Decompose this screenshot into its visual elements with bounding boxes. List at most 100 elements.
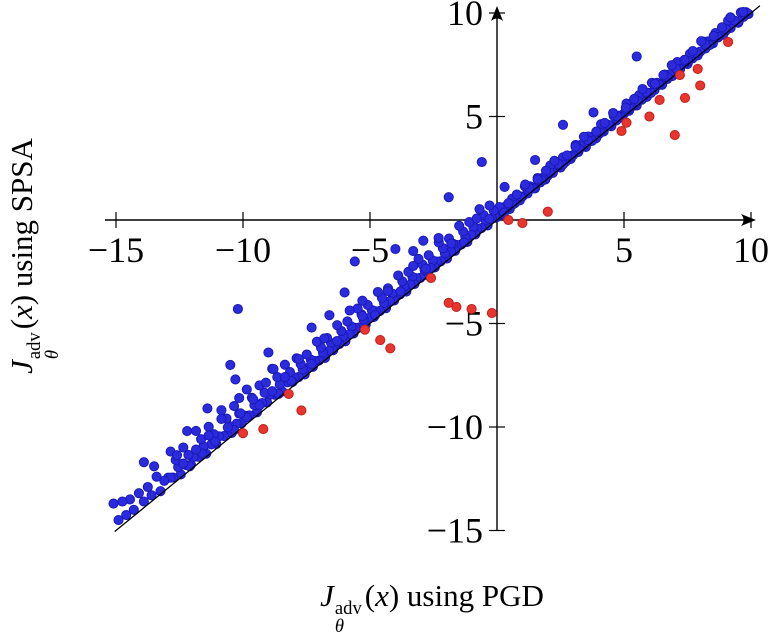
data-point-blue-points — [418, 235, 429, 246]
data-point-red-points — [296, 405, 307, 416]
axes: −15 −10 −5 5 10 10 5 −5 −10 −15 — [88, 0, 769, 551]
data-point-blue-points — [225, 359, 236, 370]
data-point-blue-points — [532, 174, 543, 185]
y-axis-title-text: using SPSA — [4, 138, 40, 295]
data-point-blue-points — [474, 204, 485, 215]
data-point-blue-points — [301, 349, 312, 360]
data-point-blue-points — [216, 413, 227, 424]
y-tick-label: −10 — [427, 407, 483, 447]
math-x-symbol: x — [4, 305, 40, 319]
data-point-blue-points — [549, 155, 560, 166]
data-point-blue-points — [570, 141, 581, 152]
data-point-blue-points — [708, 30, 719, 42]
math-subscript-theta: θ — [334, 616, 345, 637]
data-point-red-points — [486, 308, 497, 319]
data-point-blue-points — [637, 83, 648, 95]
data-point-blue-points — [413, 253, 424, 264]
data-point-blue-points — [178, 458, 189, 469]
data-point-blue-points — [279, 359, 290, 370]
data-point-blue-points — [471, 213, 482, 224]
paren-open: ( — [4, 318, 40, 330]
data-point-blue-points — [331, 336, 343, 347]
paren-close: ) — [388, 578, 400, 614]
data-point-blue-points — [268, 363, 279, 375]
math-superscript: adv — [334, 598, 362, 620]
data-point-red-points — [616, 125, 627, 137]
data-point-blue-points — [108, 498, 119, 509]
data-point-red-points — [644, 111, 655, 122]
data-point-blue-points — [631, 51, 642, 62]
y-axis-ticks — [489, 12, 505, 532]
data-point-red-points — [283, 388, 294, 399]
y-tick-label: −5 — [445, 304, 483, 344]
data-point-red-points — [503, 214, 514, 226]
data-point-blue-points — [339, 287, 350, 298]
math-x-symbol: x — [375, 578, 389, 614]
data-point-red-points — [674, 70, 685, 81]
math-J-symbol: J — [4, 360, 40, 374]
data-point-blue-points — [666, 60, 677, 71]
data-point-blue-points — [279, 372, 290, 383]
data-point-blue-points — [658, 70, 669, 81]
x-tick-label: −15 — [88, 230, 144, 270]
y-tick-label: −15 — [427, 511, 483, 551]
data-point-blue-points — [382, 285, 393, 297]
data-point-blue-points — [121, 509, 132, 521]
data-point-blue-points — [499, 181, 510, 192]
data-point-blue-points — [408, 260, 419, 272]
data-point-blue-points — [738, 6, 749, 18]
data-point-blue-points — [588, 107, 599, 118]
scatter-series-red — [237, 36, 734, 439]
data-point-blue-points — [133, 488, 144, 499]
data-point-blue-points — [344, 305, 355, 316]
data-point-blue-points — [293, 354, 304, 365]
data-point-blue-points — [599, 117, 610, 128]
data-point-red-points — [517, 218, 528, 229]
identity-line — [114, 5, 761, 533]
data-point-blue-points — [260, 377, 271, 388]
data-point-blue-points — [503, 198, 514, 209]
data-point-blue-points — [357, 295, 368, 306]
data-point-blue-points — [128, 504, 139, 515]
data-point-blue-points — [248, 394, 259, 405]
data-point-blue-points — [254, 400, 265, 411]
data-point-red-points — [359, 324, 370, 335]
data-point-blue-points — [306, 322, 317, 333]
data-point-blue-points — [725, 12, 736, 23]
data-point-blue-points — [117, 496, 128, 507]
data-point-blue-points — [232, 303, 243, 315]
data-point-blue-points — [423, 250, 434, 261]
data-point-blue-points — [342, 316, 353, 327]
data-point-blue-points — [222, 422, 233, 433]
math-J-symbol: J — [320, 578, 334, 614]
data-point-blue-points — [696, 36, 707, 47]
data-point-blue-points — [149, 461, 160, 472]
data-point-blue-points — [390, 243, 401, 255]
data-point-red-points — [621, 117, 632, 128]
data-point-blue-points — [476, 156, 487, 168]
data-point-blue-points — [357, 310, 368, 322]
math-sub-sup-stack: adv θ — [334, 598, 362, 637]
data-point-blue-points — [530, 154, 541, 166]
data-point-red-points — [466, 303, 477, 315]
scatter-series-blue — [108, 6, 754, 526]
x-axis-ticks — [115, 212, 752, 228]
data-point-blue-points — [190, 444, 202, 455]
math-sub-sup-stack: adv θ — [25, 332, 64, 360]
y-axis-tick-labels: 10 5 −5 −10 −15 — [427, 0, 483, 551]
data-point-blue-points — [562, 150, 573, 161]
data-point-blue-points — [216, 405, 227, 416]
data-point-blue-points — [190, 425, 202, 436]
math-subscript-theta: θ — [42, 350, 64, 360]
data-point-red-points — [425, 272, 437, 284]
data-point-blue-points — [349, 256, 360, 267]
data-point-red-points — [385, 343, 396, 354]
identity-line-group — [114, 5, 761, 533]
data-point-red-points — [443, 297, 454, 308]
x-axis-tick-labels: −15 −10 −5 5 10 — [88, 230, 769, 270]
data-point-blue-points — [591, 126, 602, 137]
data-point-blue-points — [178, 442, 189, 453]
paren-close: ) — [4, 294, 40, 306]
